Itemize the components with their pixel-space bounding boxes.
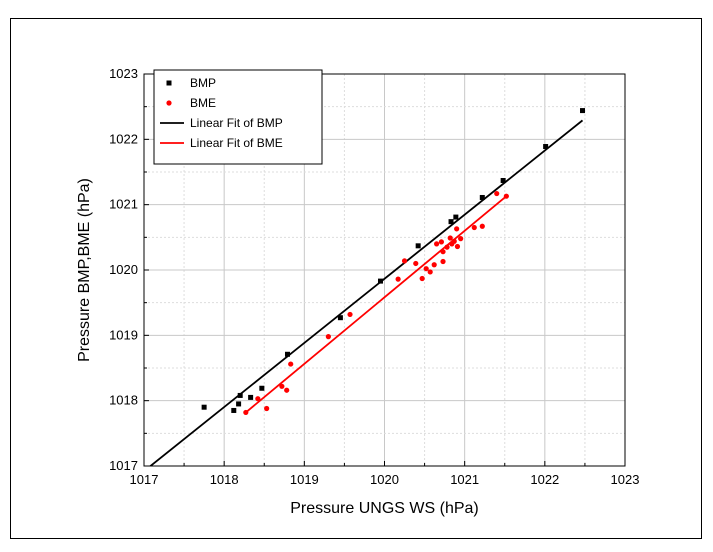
bmp-point	[453, 214, 459, 220]
bme-point	[440, 249, 446, 255]
bme-point	[395, 276, 401, 282]
bme-point	[471, 224, 477, 231]
bme-point	[431, 262, 437, 268]
y-tick-label: 1020	[109, 262, 138, 277]
x-tick-label: 1022	[530, 472, 559, 487]
bme-point	[347, 311, 353, 318]
bmp-point	[337, 315, 343, 321]
bme-point	[454, 226, 460, 232]
bme-point	[243, 409, 249, 416]
bme-point	[413, 260, 419, 267]
bmp-point	[377, 278, 383, 284]
y-tick-label: 1021	[109, 197, 138, 212]
bme-point	[279, 383, 285, 389]
y-axis-title: Pressure BMP,BME (hPa)	[76, 178, 93, 362]
scatter-chart: 1017 1018 1019 1020 1021 1022 1023 1017 1018 1019…	[76, 66, 640, 517]
x-tick-label: 1023	[611, 472, 640, 487]
bme-point	[440, 258, 446, 265]
bme-point	[447, 235, 453, 241]
legend-bmp-swatch	[166, 80, 172, 86]
x-tick-label: 1019	[290, 472, 319, 487]
x-tick-label: 1018	[210, 472, 239, 487]
x-tick-label: 1020	[370, 472, 399, 487]
bme-point	[288, 361, 294, 367]
bmp-point	[248, 394, 254, 400]
bme-point	[454, 243, 461, 250]
x-tick-label: 1021	[450, 472, 479, 487]
bmp-point	[500, 177, 506, 183]
figure-frame: 1017 1018 1019 1020 1021 1022 1023 1017 1018 1019…	[10, 18, 702, 539]
legend-bme-swatch	[166, 100, 172, 106]
bmp-fit-line	[149, 119, 584, 466]
bme-point	[503, 193, 509, 199]
bme-point	[401, 258, 408, 264]
x-axis-title: Pressure UNGS WS (hPa)	[290, 500, 478, 517]
bmp-point	[259, 385, 265, 391]
bme-point	[325, 334, 331, 340]
bme-point	[494, 190, 500, 197]
bme-point	[427, 269, 433, 275]
y-tick-label: 1018	[109, 393, 138, 408]
bmp-point	[543, 144, 549, 150]
y-tick-label: 1017	[109, 458, 138, 473]
bme-point	[458, 236, 464, 242]
bme-point	[284, 387, 290, 393]
bme-point	[479, 223, 485, 229]
y-tick-label: 1019	[109, 327, 138, 342]
bme-fit-line	[245, 195, 507, 414]
legend-label: Linear Fit of BME	[190, 136, 283, 150]
bmp-point	[580, 108, 586, 114]
bme-point	[434, 241, 440, 247]
legend: BMP BME Linear Fit of BMP Linear Fit of BME	[153, 69, 323, 165]
y-tick-label: 1023	[109, 66, 138, 81]
bme-point	[444, 244, 450, 250]
bmp-point	[448, 219, 454, 225]
bmp-point	[284, 351, 290, 357]
x-tick-label: 1017	[130, 472, 159, 487]
bme-point	[451, 238, 457, 244]
bmp-point	[415, 243, 421, 249]
bmp-point	[479, 194, 485, 200]
bme-point	[419, 275, 425, 282]
legend-label: Linear Fit of BMP	[190, 116, 283, 130]
bme-point	[255, 396, 261, 402]
bme-point	[264, 405, 270, 412]
bme-point	[438, 239, 445, 245]
bmp-point	[236, 401, 242, 407]
bme-point	[423, 266, 429, 272]
y-tick-label: 1022	[109, 131, 138, 146]
legend-label: BME	[190, 96, 216, 110]
bmp-point	[201, 404, 207, 410]
bmp-point	[231, 407, 237, 413]
legend-box	[153, 69, 323, 165]
legend-label: BMP	[190, 76, 216, 90]
bmp-point	[237, 392, 243, 398]
